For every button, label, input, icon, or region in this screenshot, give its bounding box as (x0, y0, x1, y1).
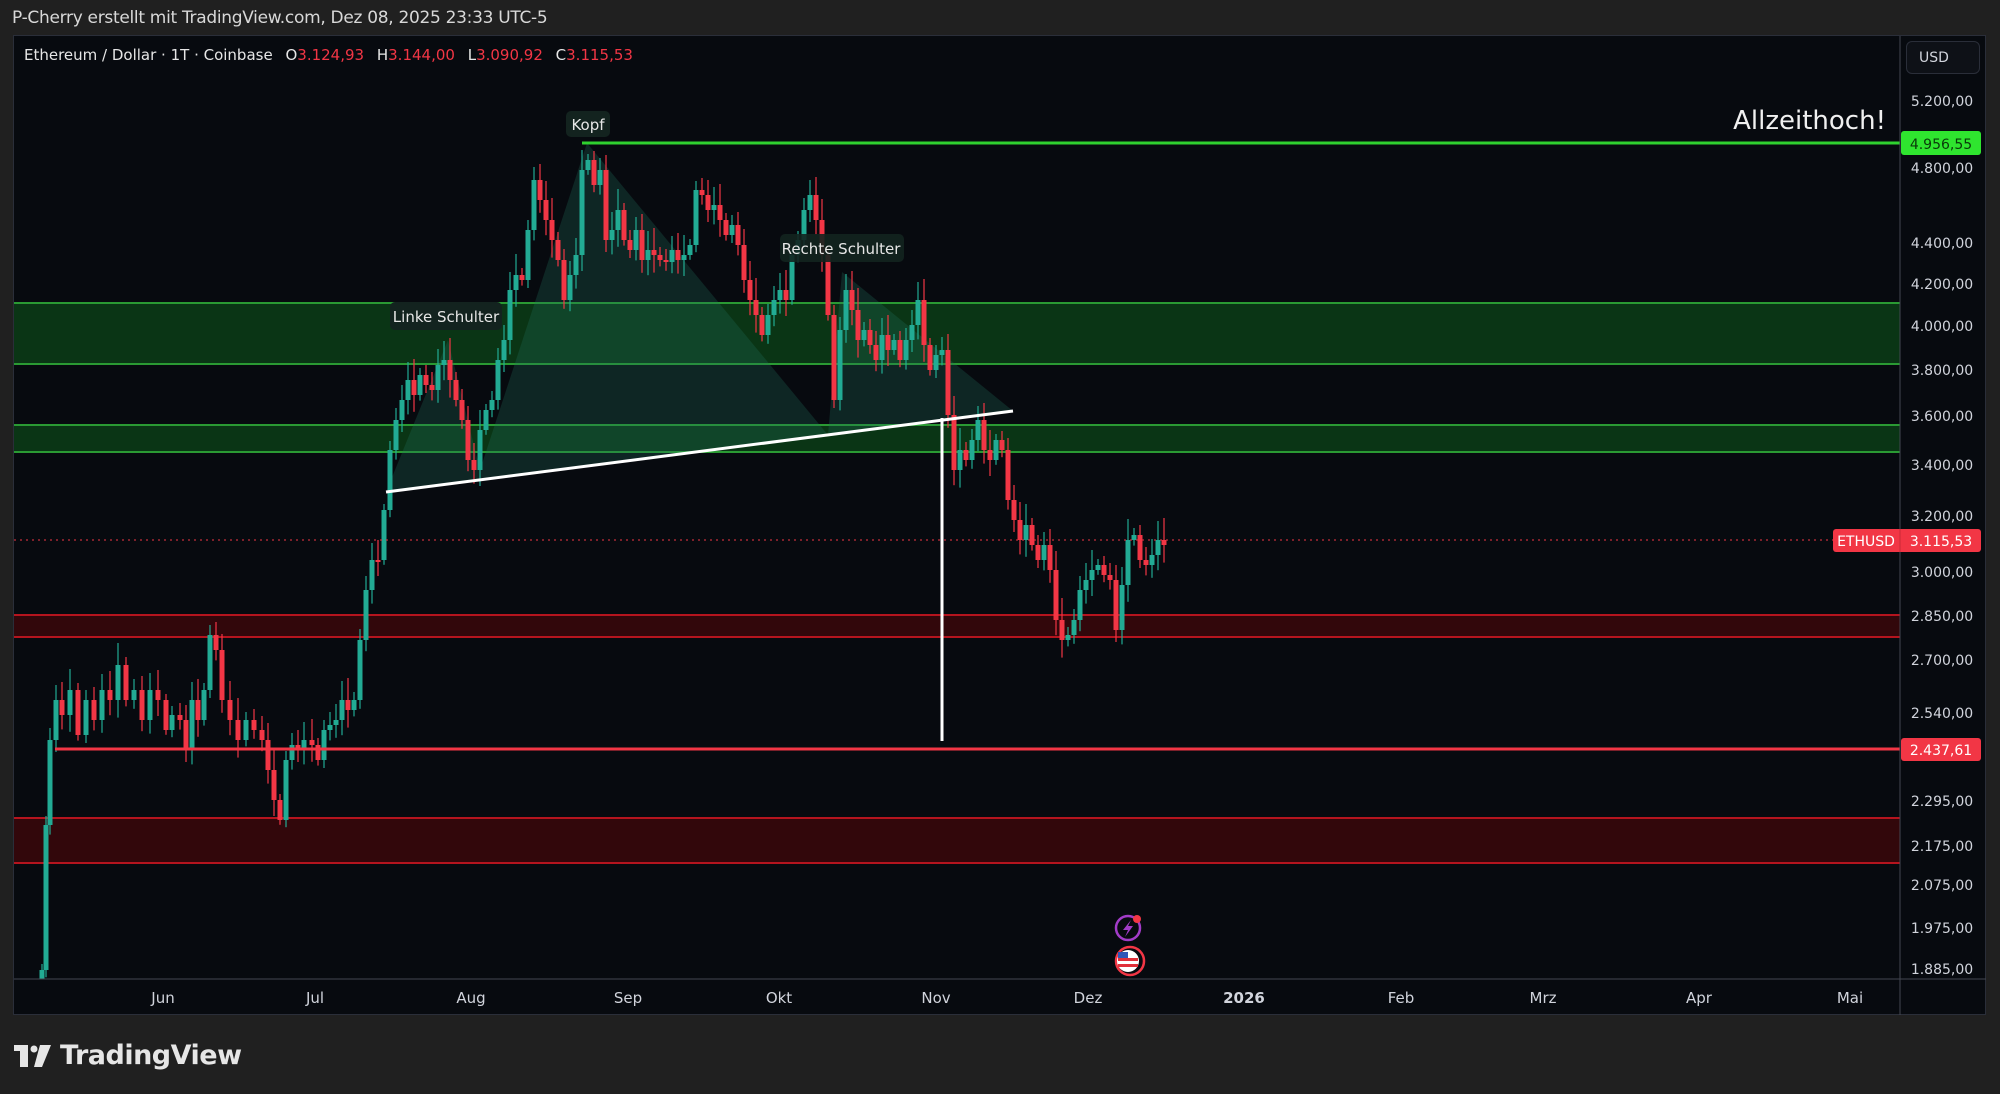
price-tick-label: 3.800,00 (1911, 363, 1973, 379)
support-price-text: 2.437,61 (1910, 743, 1972, 759)
time-tick-label: 2026 (1223, 989, 1265, 1007)
time-tick-label: Sep (614, 989, 642, 1007)
price-tick-label: 2.295,00 (1911, 794, 1973, 810)
tradingview-logo[interactable]: TradingView (14, 1040, 242, 1071)
lightning-event-icon[interactable] (1114, 914, 1142, 942)
price-tick-label: 2.700,00 (1911, 653, 1973, 669)
green-zone-upper[interactable] (14, 303, 1900, 364)
price-axis[interactable]: 5.200,00 4.800,00 4.400,00 4.200,00 4.000,00… (1911, 94, 1973, 978)
ath-annotation[interactable]: Allzeithoch! (1733, 106, 1886, 136)
support-price-tag: 2.437,61 (1901, 738, 1981, 761)
high-value: 3.144,00 (388, 46, 455, 64)
time-tick-label: Feb (1388, 989, 1415, 1007)
open-label: O (285, 46, 298, 64)
time-tick-label: Jul (305, 989, 324, 1007)
price-tick-label: 3.400,00 (1911, 458, 1973, 474)
current-price-text: 3.115,53 (1910, 534, 1972, 550)
price-tick-label: 3.600,00 (1911, 409, 1973, 425)
price-tick-label: 2.075,00 (1911, 878, 1973, 894)
low-value: 3.090,92 (476, 46, 543, 64)
time-tick-label: Okt (766, 989, 792, 1007)
head-shoulders-pattern[interactable] (386, 143, 1013, 492)
tradingview-logo-icon (14, 1044, 51, 1067)
time-tick-label: Mrz (1530, 989, 1557, 1007)
green-zone-lower[interactable] (14, 425, 1900, 452)
neckline[interactable] (385, 409, 1014, 494)
symbol-title: Ethereum / Dollar · 1T · Coinbase (24, 46, 273, 64)
ath-price-text: 4.956,55 (1910, 137, 1972, 153)
price-tick-label: 2.175,00 (1911, 839, 1973, 855)
red-zone-lower[interactable] (14, 818, 1900, 863)
head-label[interactable]: Kopf (566, 111, 610, 137)
close-value: 3.115,53 (566, 46, 633, 64)
right-shoulder-label[interactable]: Rechte Schulter (780, 234, 904, 262)
currency-button[interactable]: USD (1906, 41, 1980, 74)
time-tick-label: Mai (1837, 989, 1863, 1007)
chart-attribution: P-Cherry erstellt mit TradingView.com, D… (12, 8, 548, 28)
price-tick-label: 2.540,00 (1911, 706, 1973, 722)
left-shoulder-label-text: Linke Schulter (393, 308, 500, 326)
price-tick-label: 4.200,00 (1911, 277, 1973, 293)
price-tick-label: 2.850,00 (1911, 609, 1973, 625)
right-shoulder-label-text: Rechte Schulter (782, 240, 902, 258)
time-tick-label: Dez (1074, 989, 1103, 1007)
high-label: H (376, 46, 389, 64)
price-tick-label: 4.000,00 (1911, 319, 1973, 335)
price-tick-label: 1.975,00 (1911, 921, 1973, 937)
time-tick-label: Apr (1686, 989, 1713, 1007)
us-flag-event-icon[interactable] (1114, 945, 1146, 977)
candlestick-series (39, 150, 1167, 979)
time-tick-label: Nov (921, 989, 950, 1007)
current-price-tag: ETHUSD 3.115,53 (1833, 529, 1981, 552)
price-tick-label: 5.200,00 (1911, 94, 1973, 110)
head-label-text: Kopf (571, 116, 605, 134)
logo-text: TradingView (60, 1040, 242, 1071)
time-tick-label: Jun (150, 989, 174, 1007)
time-axis[interactable]: Jun Jul Aug Sep Okt Nov Dez 2026 Feb Mrz Apr Mai (150, 989, 1863, 1007)
symbol-legend[interactable]: Ethereum / Dollar · 1T · Coinbase O3.124… (24, 46, 633, 64)
open-value: 3.124,93 (297, 46, 365, 64)
price-tick-label: 4.800,00 (1911, 161, 1973, 177)
ath-price-tag: 4.956,55 (1901, 131, 1981, 155)
close-label: C (555, 46, 567, 64)
symbol-tag-text: ETHUSD (1837, 534, 1895, 550)
low-label: L (467, 46, 477, 64)
time-tick-label: Aug (456, 989, 485, 1007)
red-zone-upper[interactable] (14, 615, 1900, 637)
zones-layer (14, 302, 1900, 864)
price-tick-label: 3.200,00 (1911, 509, 1973, 525)
left-shoulder-label[interactable]: Linke Schulter (390, 302, 502, 330)
price-tick-label: 3.000,00 (1911, 565, 1973, 581)
price-tick-label: 4.400,00 (1911, 236, 1973, 252)
price-tick-label: 1.885,00 (1911, 962, 1973, 978)
